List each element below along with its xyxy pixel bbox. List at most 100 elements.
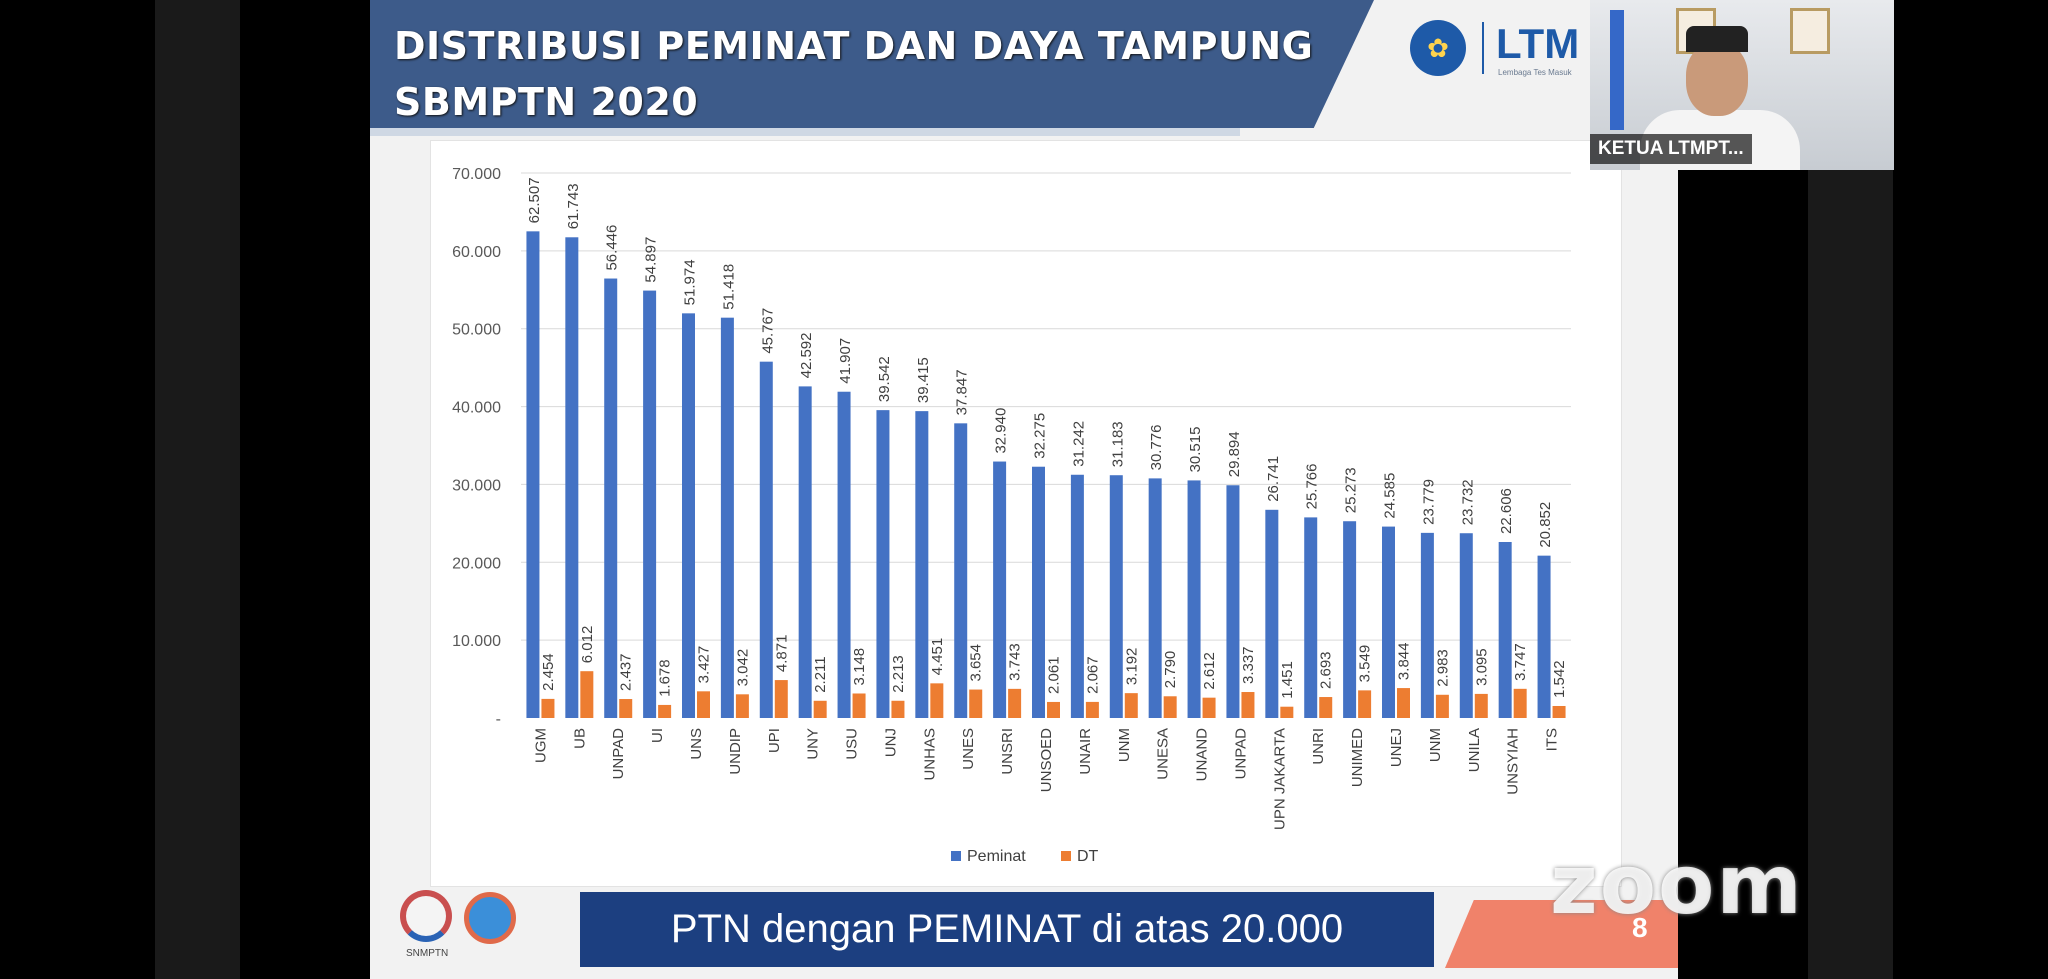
dt-value-label: 2.067 [1084,656,1101,694]
y-tick-label: 10.000 [452,633,501,650]
category-label: UNDIP [727,728,744,775]
dt-bar [1008,688,1022,718]
dt-bar [1358,690,1372,718]
dt-value-label: 1.451 [1279,661,1296,699]
dt-value-label: 2.790 [1162,651,1179,689]
legend-label-peminat: Peminat [967,848,1026,865]
peminat-value-label: 39.415 [915,357,932,403]
dt-value-label: 4.871 [773,635,790,673]
peminat-value-label: 37.847 [954,369,971,415]
peminat-value-label: 42.592 [798,333,815,379]
dt-value-label: 2.061 [1046,656,1063,694]
peminat-bar [565,237,579,718]
category-label: UNAND [1194,728,1211,782]
peminat-bar [1498,541,1512,718]
peminat-bar [915,411,929,718]
peminat-bar [837,391,851,718]
dt-bar [1474,693,1488,718]
peminat-value-label: 24.585 [1382,473,1399,519]
peminat-bar [1459,533,1473,718]
category-label: UNM [1116,728,1133,762]
dt-value-label: 3.654 [968,644,985,682]
chart-area: - 10.000 20.000 30.000 40.000 50.000 60.000 70.… [430,140,1622,887]
peminat-bar [1148,478,1162,718]
dt-value-label: 2.983 [1434,649,1451,687]
category-label: ITS [1544,728,1561,751]
peminat-value-label: 32.940 [993,408,1010,454]
peminat-bar [1304,517,1318,718]
dt-bar [735,694,749,718]
dt-value-label: 3.747 [1512,643,1529,681]
slide-title-line2: SBMPTN 2020 [394,80,699,124]
speaker-cap [1686,26,1748,52]
bar-chart: - 10.000 20.000 30.000 40.000 50.000 60.000 70.… [452,166,1571,865]
peminat-value-label: 25.273 [1343,467,1360,513]
dt-value-label: 3.844 [1396,643,1413,681]
dt-bar [658,704,672,718]
peminat-bar [1032,466,1045,718]
category-label: UNHAS [921,728,938,781]
category-label: UNAIR [1077,728,1094,775]
presentation-slide: DISTRIBUSI PEMINAT DAN DAYA TAMPUNG SBMP… [370,0,1678,979]
snmptn-label: SNMPTN [406,948,449,959]
dt-value-label: 2.454 [540,653,557,691]
logo-subtext: Lembaga Tes Masuk [1498,68,1572,77]
peminat-value-label: 51.418 [720,264,737,310]
dt-value-label: 3.549 [1357,645,1374,683]
peminat-bar [643,290,657,718]
dt-bar [891,700,905,718]
snmptn-logo-icon [400,890,452,942]
peminat-value-label: 23.779 [1420,479,1437,525]
category-label: UNY [805,728,822,760]
dt-bar [813,700,827,718]
peminat-value-label: 51.974 [682,259,699,305]
dt-value-label: 2.213 [890,655,907,693]
dt-value-label: 6.012 [579,626,596,664]
peminat-bar [1187,480,1201,718]
dt-bar [1397,688,1410,718]
speaker-head [1686,42,1748,116]
dt-bar [1552,705,1566,718]
y-tick-label: 40.000 [452,400,501,417]
dt-bar [852,693,866,718]
peminat-value-label: 31.242 [1070,421,1087,467]
category-label: UNIMED [1349,728,1366,787]
category-label: UNSOED [1038,728,1055,792]
dt-bar [1319,697,1333,718]
participant-video-tile[interactable]: KETUA LTMPT... [1590,0,1894,170]
footer-arrow-shape [1445,900,1678,968]
slide-title: DISTRIBUSI PEMINAT DAN DAYA TAMPUNG SBMP… [394,18,1313,130]
peminat-value-label: 29.894 [1226,431,1243,477]
category-label: UNJ [882,728,899,757]
peminat-value-label: 25.766 [1304,464,1321,510]
peminat-value-label: 41.907 [837,338,854,384]
logo-text: LTM [1496,20,1580,67]
footer-banner: PTN dengan PEMINAT di atas 20.000 [580,892,1434,967]
peminat-value-label: 39.542 [876,356,893,402]
dt-value-label: 1.678 [657,659,674,697]
peminat-value-label: 26.741 [1265,456,1282,502]
peminat-bar [1343,521,1357,718]
participant-name-label: KETUA LTMPT... [1590,134,1752,164]
dt-bar [1163,696,1177,718]
slide-title-line1: DISTRIBUSI PEMINAT DAN DAYA TAMPUNG [394,24,1314,68]
legend-swatch-dt [1061,851,1071,861]
zoom-watermark: zoom [1550,838,1804,933]
dt-bar [1241,692,1255,718]
dt-bar [1124,693,1138,718]
category-label: UGM [532,728,549,763]
dt-value-label: 2.612 [1201,652,1218,690]
snmptn-logos: SNMPTN [400,890,520,970]
title-underline [370,128,1240,136]
peminat-bar [526,231,540,718]
peminat-bar [954,423,968,718]
peminat-value-label: 23.732 [1459,479,1476,525]
peminat-bar [682,313,695,718]
legend-swatch-peminat [951,851,961,861]
category-label: UNPAD [1232,728,1249,780]
dt-value-label: 1.542 [1551,660,1568,698]
peminat-value-label: 30.776 [1148,424,1165,470]
y-tick-label: 50.000 [452,322,501,339]
peminat-bar [993,461,1007,718]
dt-bar [1513,688,1527,718]
